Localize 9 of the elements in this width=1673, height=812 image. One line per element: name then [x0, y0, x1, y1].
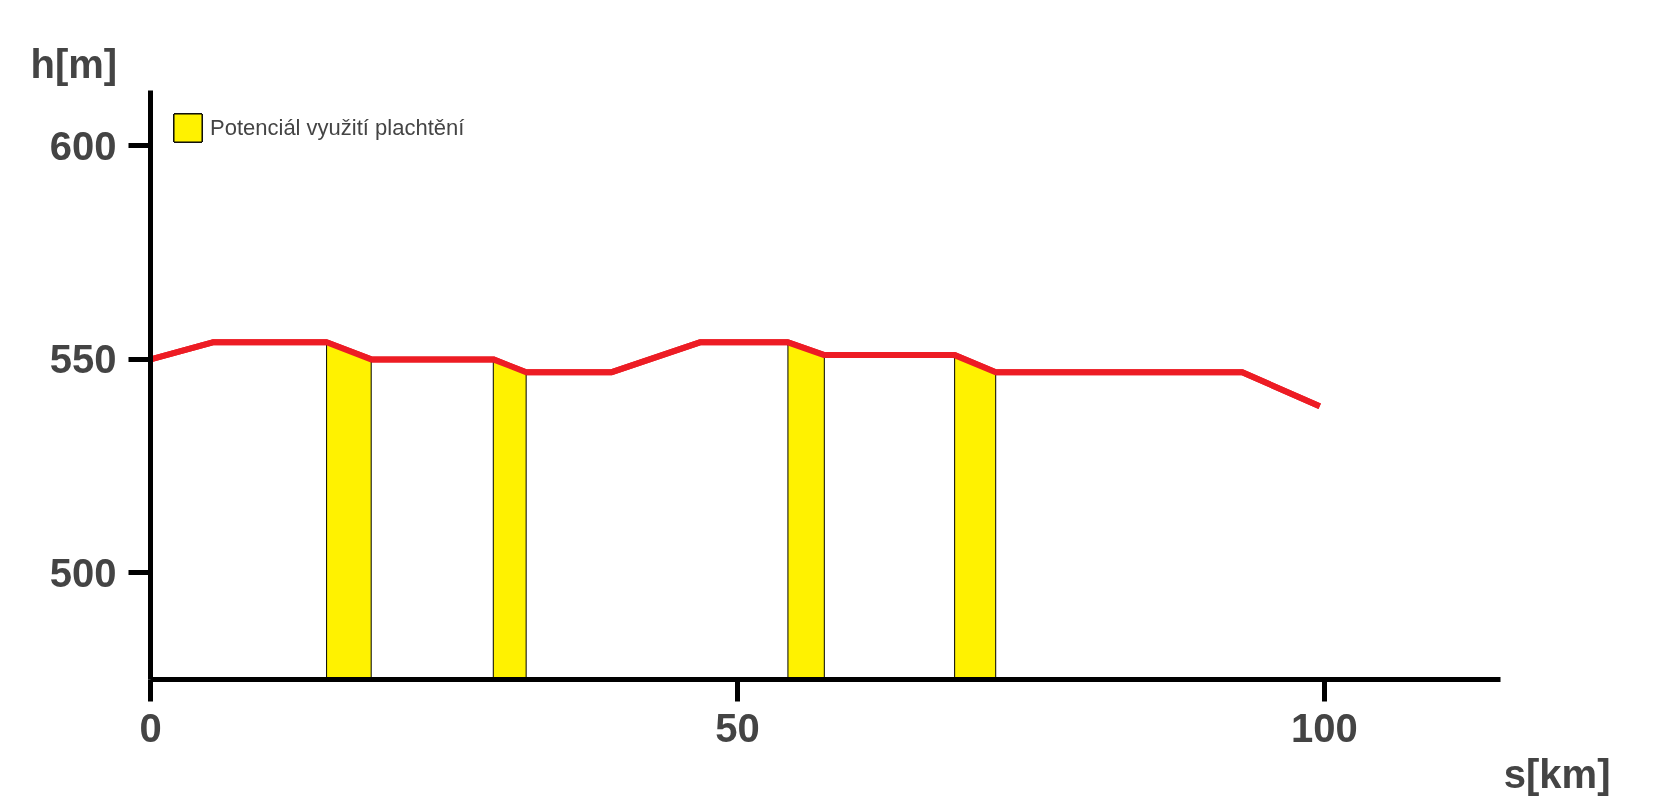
legend-label: Potenciál využití plachtění	[210, 114, 465, 141]
y-axis-title: h[m]	[30, 41, 118, 86]
x-axis-title: s[km]	[1503, 751, 1611, 796]
x-tick-label: 100	[1291, 705, 1358, 750]
y-tick-label: 550	[49, 337, 117, 382]
y-tick-label: 500	[49, 550, 117, 595]
x-tick-label: 0	[139, 705, 162, 750]
y-tick-label: 600	[49, 123, 117, 168]
x-tick-label: 50	[715, 705, 760, 750]
